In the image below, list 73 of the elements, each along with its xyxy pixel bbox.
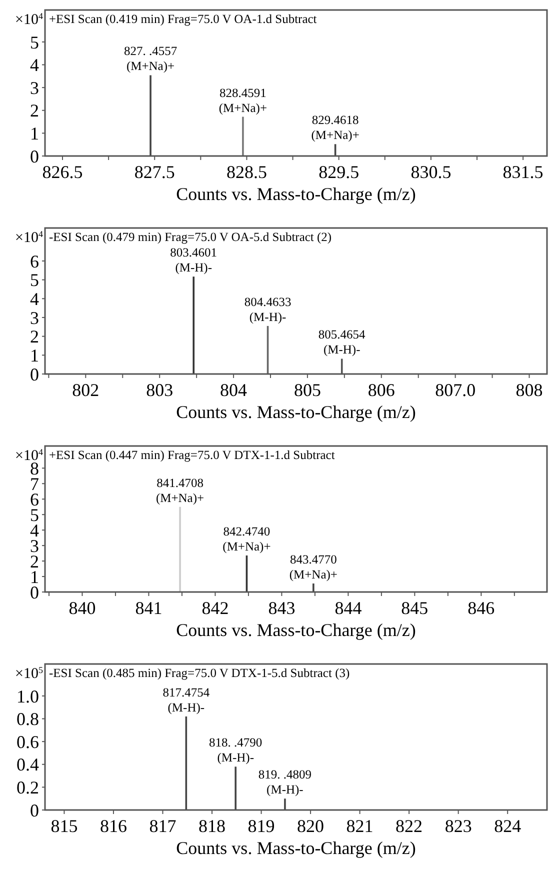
y-tick-label: 2 (30, 100, 39, 121)
y-axis-title: ×10$^{4}$ (15, 11, 44, 28)
x-tick-label: 820 (297, 816, 324, 836)
y-tick-label: 3 (30, 308, 39, 328)
y-tick-label: 0 (30, 364, 39, 384)
x-axis-title: Counts vs. Mass-to-Charge (m/z) (176, 402, 416, 422)
x-tick-label: 805 (294, 380, 321, 400)
y-tick-label: 4 (30, 288, 39, 309)
annotation: 827. .4557 (M+Na)+ (124, 44, 178, 74)
x-tick-label: 807.0 (435, 380, 476, 400)
annotation: 804.4633 (M-H)- (244, 294, 292, 324)
y-tick-label: 0.4 (16, 754, 39, 775)
chart-title: +ESI Scan (0.419 min) Frag=75.0 V OA-1.d Subtract (49, 12, 318, 26)
x-tick-label: 828.5 (226, 162, 267, 182)
y-tick-label: 0.2 (16, 777, 39, 798)
annotation: 843.4770 (M+Na)+ (289, 552, 338, 582)
x-tick-label: 840 (68, 598, 96, 618)
annotation: 818. .4790 (M-H)- (209, 736, 262, 765)
y-tick-label: 0.6 (16, 732, 39, 752)
x-tick-label: 845 (401, 598, 428, 618)
x-tick-label: 842 (202, 598, 229, 618)
y-tick-label: 5 (30, 32, 39, 52)
annotation: 805.4654 (M-H)- (318, 328, 366, 357)
x-tick-label: 806 (368, 380, 395, 400)
x-axis-title: Counts vs. Mass-to-Charge (m/z) (176, 184, 416, 204)
x-tick-label: 831.5 (502, 162, 544, 182)
annotation: 842.4740 (M+Na)+ (222, 524, 271, 554)
x-tick-label: 817 (149, 816, 176, 836)
x-tick-label: 821 (346, 816, 374, 836)
y-tick-label: 1 (30, 345, 39, 366)
x-tick-label: 829.5 (318, 162, 360, 182)
x-tick-label: 804 (220, 380, 248, 400)
x-tick-label: 843 (268, 598, 296, 618)
x-axis-title: Counts vs. Mass-to-Charge (m/z) (176, 838, 416, 858)
y-axis-title: ×10$^{5}$ (15, 665, 44, 682)
y-tick-label: 5 (30, 270, 39, 290)
chart-title: -ESI Scan (0.479 min) Frag=75.0 V OA-5.d Subtract (2) (49, 230, 332, 244)
x-tick-label: 841 (135, 598, 162, 618)
x-tick-label: 823 (444, 816, 472, 836)
annotation: 803.4601 (M-H)- (170, 246, 218, 275)
x-tick-label: 826.5 (42, 162, 83, 182)
annotation: 819. .4809 (M-H)- (258, 768, 312, 797)
x-tick-label: 846 (468, 598, 495, 618)
annotation: 841.4708 (M+Na)+ (156, 476, 204, 505)
x-tick-label: 818 (198, 816, 226, 836)
x-tick-label: 822 (396, 816, 423, 836)
annotation: 817.4754 (M-H)- (162, 685, 210, 714)
x-tick-label: 827.5 (134, 162, 175, 182)
y-tick-label: 0.8 (16, 709, 39, 730)
x-axis-title: Counts vs. Mass-to-Charge (m/z) (176, 620, 416, 640)
y-tick-label: 3 (30, 78, 39, 98)
x-tick-label: 824 (494, 816, 522, 836)
y-tick-label: 6 (30, 251, 39, 272)
x-tick-label: 815 (50, 816, 78, 836)
y-tick-label: 0 (30, 800, 39, 820)
chart-title: -ESI Scan (0.485 min) Frag=75.0 V DTX-1-5.d Subtract (3) (49, 666, 350, 680)
annotation: 828.4591 (M+Na)+ (218, 86, 268, 115)
annotation: 829.4618 (M+Na)+ (311, 113, 360, 142)
y-tick-label: 0 (30, 146, 39, 166)
x-tick-label: 844 (334, 598, 362, 618)
y-tick-label: 1.0 (16, 686, 39, 706)
y-tick-label: 1 (30, 123, 39, 144)
x-tick-label: 802 (72, 380, 100, 400)
x-tick-label: 803 (146, 380, 174, 400)
y-tick-label: 4 (30, 55, 39, 76)
x-tick-label: 816 (100, 816, 127, 836)
x-tick-label: 808 (516, 380, 543, 400)
chart-title: +ESI Scan (0.447 min) Frag=75.0 V DTX-1-1.d Subtract (49, 448, 336, 462)
y-axis-title: ×10$^{4}$ (15, 447, 44, 464)
y-tick-label: 2 (30, 326, 39, 347)
x-tick-label: 819 (248, 816, 275, 836)
x-tick-label: 830.5 (410, 162, 452, 182)
y-axis-title: ×10$^{4}$ (15, 229, 44, 246)
